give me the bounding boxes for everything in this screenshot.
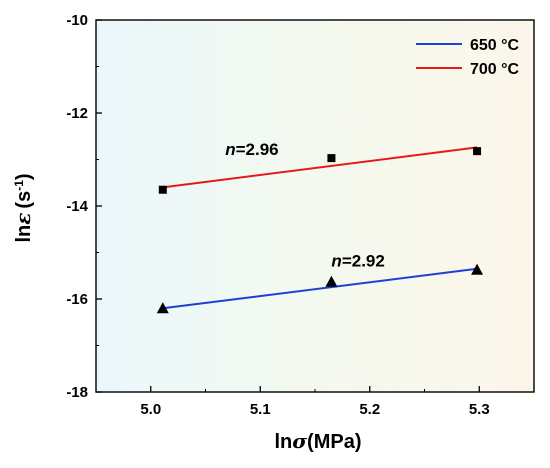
fit-line (162, 267, 478, 310)
data-point-triangle (156, 302, 169, 314)
x-tick-label: 5.2 (359, 401, 380, 418)
y-tick-label: -10 (66, 12, 88, 29)
x-tick-label: 5.1 (250, 401, 271, 418)
plot-background (96, 20, 534, 392)
data-point-square (158, 185, 167, 194)
y-tick-label: -18 (66, 384, 88, 401)
y-axis-title: lnε(s-1) (11, 173, 35, 242)
legend-label-700: 700 °C (470, 61, 520, 78)
x-axis-title: lnσ(MPa) (275, 429, 362, 453)
data-point-square (473, 147, 482, 156)
y-tick-label: -12 (66, 105, 88, 122)
data-point-triangle (325, 275, 338, 287)
plot-frame (95, 19, 535, 393)
data-point-square (327, 154, 336, 163)
x-tick-label: 5.0 (140, 401, 161, 418)
y-tick-label: -14 (66, 198, 88, 215)
data-point-triangle (471, 263, 484, 275)
legend: 650 °C 700 °C (416, 37, 520, 78)
annotation-n-700: n=2.96 (225, 140, 278, 159)
legend-label-650: 650 °C (470, 37, 520, 54)
annotation-n-650: n=2.92 (331, 251, 384, 270)
fit-line (162, 146, 478, 189)
x-tick-label: 5.3 (469, 401, 490, 418)
y-tick-label: -16 (66, 291, 88, 308)
